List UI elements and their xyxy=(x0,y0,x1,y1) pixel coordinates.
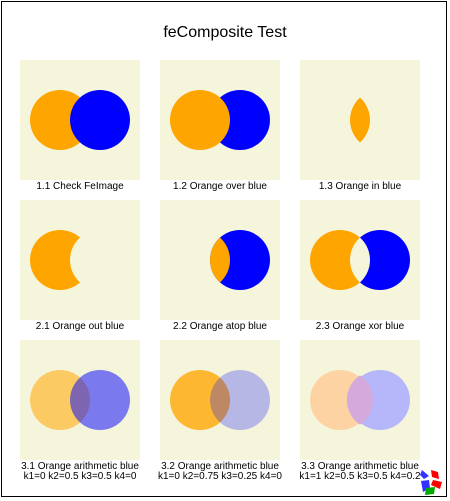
over-graphic xyxy=(160,60,280,180)
caption-3-2-line2: k1=0 k2=0.75 k3=0.25 k4=0 xyxy=(158,471,282,482)
test-cell-2-1 xyxy=(20,200,140,320)
svg-logo-icon xyxy=(418,468,444,501)
caption-3-1-line2: k1=0 k2=0.5 k3=0.5 k4=0 xyxy=(23,471,137,482)
caption-3-1: 3.1 Orange arithmetic blue k1=0 k2=0.5 k… xyxy=(10,462,150,482)
caption-1-3: 1.3 Orange in blue xyxy=(318,181,402,192)
test-cell-2-2 xyxy=(160,200,280,320)
arithmetic-graphic-1 xyxy=(20,340,140,460)
caption-1-1: 1.1 Check FeImage xyxy=(36,181,124,192)
atop-graphic xyxy=(160,200,280,320)
caption-3-2: 3.2 Orange arithmetic blue k1=0 k2=0.75 … xyxy=(150,462,290,482)
test-cell-1-2 xyxy=(160,60,280,180)
caption-1-2: 1.2 Orange over blue xyxy=(173,181,267,192)
test-cell-1-1 xyxy=(20,60,140,180)
caption-3-1-line1: 3.1 Orange arithmetic blue xyxy=(21,461,139,472)
caption-2-1: 2.1 Orange out blue xyxy=(35,321,125,332)
caption-3-2-line1: 3.2 Orange arithmetic blue xyxy=(161,461,279,472)
caption-3-3-line2: k1=1 k2=0.5 k3=0.5 k4=0.2 xyxy=(299,471,421,482)
test-cell-3-2 xyxy=(160,340,280,460)
out-graphic xyxy=(20,200,140,320)
arithmetic-graphic-3 xyxy=(300,340,420,460)
test-cell-2-3 xyxy=(300,200,420,320)
caption-2-3: 2.3 Orange xor blue xyxy=(315,321,405,332)
arithmetic-graphic-2 xyxy=(160,340,280,460)
test-cell-3-3 xyxy=(300,340,420,460)
xor-graphic xyxy=(300,200,420,320)
test-cell-3-1 xyxy=(20,340,140,460)
caption-2-2: 2.2 Orange atop blue xyxy=(173,321,267,332)
caption-3-3-line1: 3.3 Orange arithmetic blue xyxy=(301,461,419,472)
in-graphic xyxy=(300,60,420,180)
feimage-graphic xyxy=(20,60,140,180)
test-cell-1-3 xyxy=(300,60,420,180)
page-title: feComposite Test xyxy=(163,24,287,41)
caption-3-3: 3.3 Orange arithmetic blue k1=1 k2=0.5 k… xyxy=(290,462,430,482)
